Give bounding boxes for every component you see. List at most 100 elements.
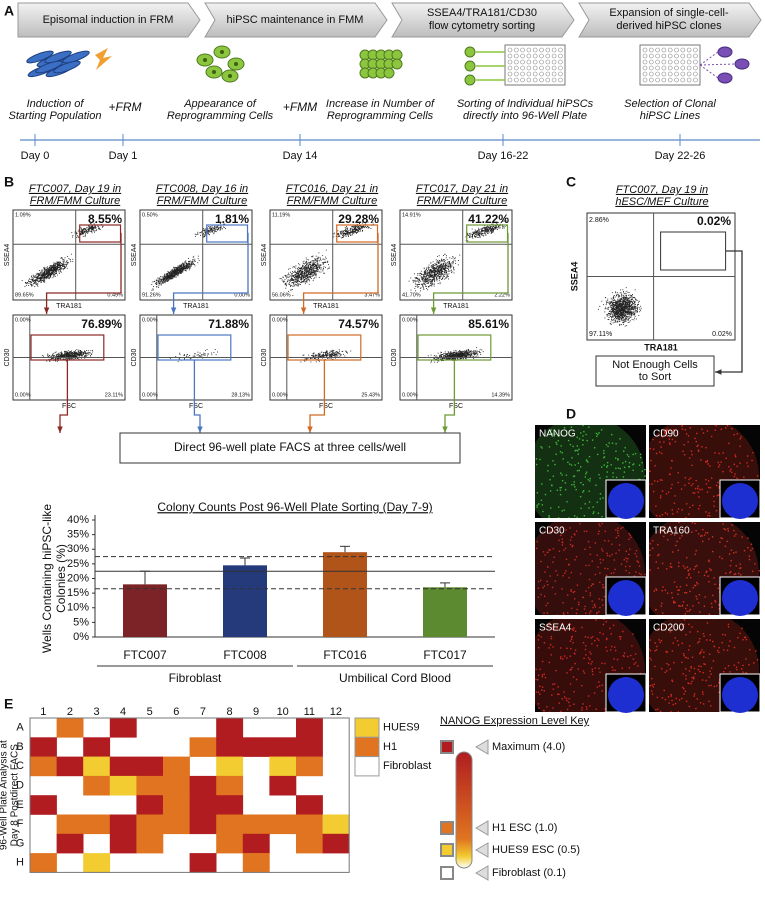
dot [437, 273, 439, 275]
dot [197, 233, 199, 235]
dot [186, 356, 188, 357]
dot [306, 266, 308, 268]
dot [53, 268, 55, 270]
dot [294, 266, 296, 268]
scatter-dots [194, 223, 227, 238]
dot [425, 279, 427, 281]
dot [76, 354, 78, 356]
dot [41, 270, 43, 272]
step-text: Expansion of single-cell- [609, 7, 729, 19]
dot [424, 284, 426, 286]
dot [311, 271, 313, 273]
axis-label: SSEA4 [131, 244, 138, 267]
dot [449, 262, 451, 264]
dot [197, 258, 199, 260]
dot [447, 261, 449, 263]
dot [443, 271, 445, 273]
dot [299, 268, 301, 270]
dot [480, 236, 482, 238]
dot [316, 258, 318, 260]
dot [429, 274, 430, 276]
dot [187, 268, 188, 270]
dot [444, 266, 446, 268]
dot [479, 233, 481, 235]
dot [364, 227, 366, 229]
dot [166, 275, 168, 277]
dot [214, 226, 216, 227]
dot [481, 232, 483, 234]
dot [350, 350, 352, 352]
dot [424, 272, 426, 274]
dot [214, 228, 216, 230]
dot [491, 226, 493, 228]
dot [465, 236, 467, 238]
quadrant-percent: 56.06% [272, 292, 291, 298]
dot [68, 351, 70, 353]
dot [200, 232, 202, 233]
dot [176, 274, 178, 276]
step-chevron [17, 2, 201, 38]
dot [351, 228, 353, 230]
dot [46, 275, 48, 277]
dot [313, 262, 315, 264]
dot [427, 282, 428, 284]
dot [428, 272, 430, 274]
dot [61, 356, 63, 358]
dot [37, 273, 39, 275]
dot [187, 263, 189, 265]
dot [46, 278, 48, 280]
dot [482, 227, 484, 229]
dot [341, 350, 343, 352]
dot [93, 230, 95, 232]
dot [29, 278, 31, 280]
vector-icon [95, 48, 112, 70]
dot [433, 285, 435, 287]
dot [301, 274, 303, 276]
dot [47, 274, 49, 276]
dot [295, 265, 297, 267]
dot [438, 277, 440, 279]
dot [34, 282, 36, 284]
dot [39, 273, 41, 274]
dot [331, 352, 333, 354]
dot [84, 355, 86, 356]
dot [290, 275, 292, 277]
dot [437, 266, 439, 268]
dot [308, 354, 310, 356]
dot [40, 275, 42, 277]
well-icon [513, 71, 519, 77]
dot [193, 263, 195, 265]
dot [184, 261, 186, 263]
dot [357, 226, 359, 227]
dot [351, 232, 353, 233]
dot [38, 275, 40, 277]
dot [212, 227, 214, 228]
step-caption: Reprogramming Cells [327, 110, 434, 122]
well-icon [551, 53, 557, 59]
plot-header: FRM/FMM Culture [157, 195, 247, 207]
dot [50, 272, 52, 274]
dot [53, 262, 55, 264]
well-icon [693, 65, 698, 71]
dot [166, 280, 168, 282]
dot [62, 356, 64, 357]
dot [182, 268, 184, 270]
dot [80, 233, 82, 235]
dot [427, 278, 429, 280]
dot [440, 274, 442, 276]
dot [490, 228, 492, 230]
dot [441, 269, 443, 270]
dot [164, 278, 166, 280]
dot [306, 280, 308, 282]
dot [364, 223, 366, 225]
dot [328, 267, 330, 269]
well-icon [680, 77, 686, 83]
dot [288, 282, 290, 284]
quadrant-percent: 0.00% [142, 392, 158, 398]
dot [304, 267, 306, 268]
dot [47, 276, 49, 278]
dot [310, 264, 311, 265]
dot [164, 282, 166, 284]
dot [323, 273, 325, 274]
dot [43, 273, 45, 275]
